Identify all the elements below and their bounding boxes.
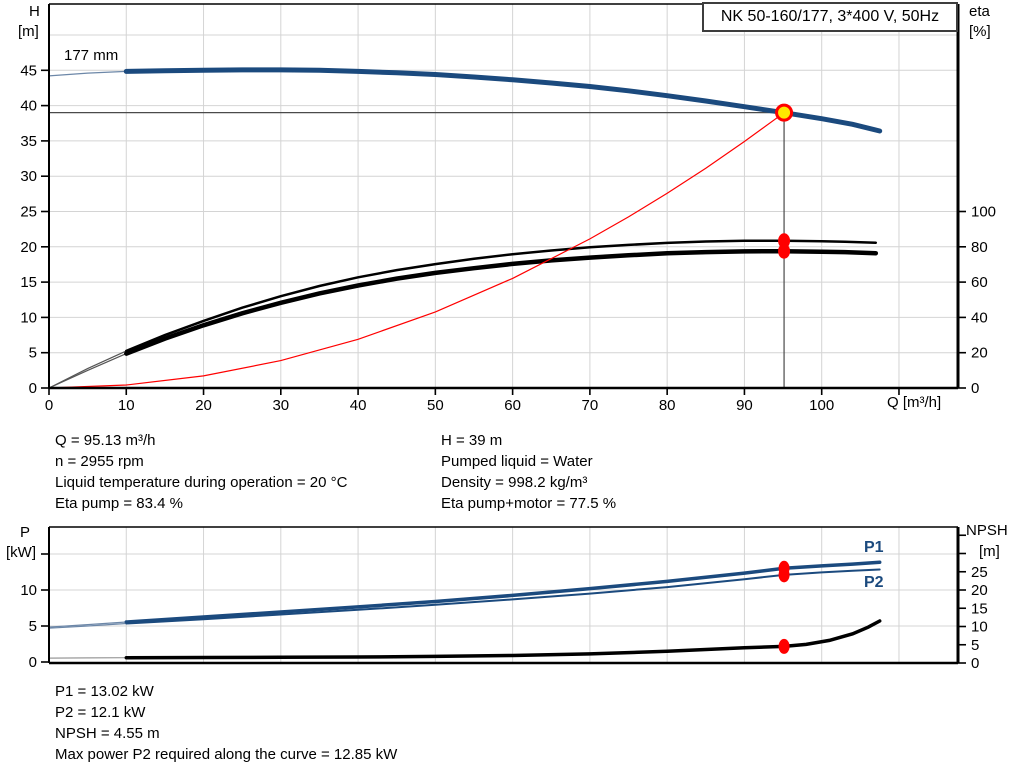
tick-label-left: 10 [20, 582, 37, 599]
pump-curve-177mm-lead [48, 70, 127, 77]
tick-label-x: 50 [427, 397, 444, 414]
operating-data-left: Q = 95.13 m³/h n = 2955 rpm Liquid tempe… [55, 430, 347, 514]
operating-data-right: H = 39 m Pumped liquid = Water Density =… [441, 430, 616, 514]
eta-pump-curve [125, 239, 878, 353]
axis-label-p-unit: [kW] [6, 544, 36, 561]
tick-label-left: 10 [20, 309, 37, 326]
tick-label-right: 10 [971, 619, 988, 636]
tick-label-right: 15 [971, 600, 988, 617]
duty-dot-eta-motor [778, 243, 791, 259]
tick-label-right: 25 [971, 564, 988, 581]
tick-label-x: 70 [582, 397, 599, 414]
tick-label-x: 60 [504, 397, 521, 414]
info-line-n: n = 2955 rpm [55, 453, 144, 470]
info-line-eta-motor: Eta pump+motor = 77.5 % [441, 495, 617, 512]
tick-label-right: 100 [971, 204, 996, 221]
axis-label-h-unit: [m] [18, 23, 39, 40]
gridlines [49, 527, 958, 663]
curve-label-p1: P1 [864, 539, 884, 556]
tick-label-right: 60 [971, 274, 988, 291]
duty-dot-eta-pump [778, 233, 791, 249]
p1-curve-lead [48, 621, 127, 628]
p2-curve-lead [48, 622, 127, 629]
axis-label-q: Q [m³/h] [887, 394, 942, 411]
tick-label-x: 90 [736, 397, 753, 414]
tick-label-x: 0 [45, 397, 53, 414]
tick-label-left: 0 [29, 654, 37, 671]
result-line-maxp: Max power P2 required along the curve = … [55, 746, 398, 763]
impeller-diameter-label: 177 mm [64, 47, 119, 64]
tick-label-left: 25 [20, 204, 37, 221]
npsh-curve [124, 619, 882, 660]
tick-label-right: 20 [971, 582, 988, 599]
tick-label-x: 30 [272, 397, 289, 414]
tick-label-x: 100 [809, 397, 834, 414]
tick-label-x: 10 [118, 397, 135, 414]
axis-label-npsh: NPSH [966, 522, 1008, 539]
result-line-p1: P1 = 13.02 kW [55, 683, 154, 700]
axis-label-h: H [29, 3, 40, 20]
info-line-temp: Liquid temperature during operation = 20… [55, 474, 348, 491]
tick-label-x: 20 [195, 397, 212, 414]
curve-label-p2: P2 [864, 574, 884, 591]
tick-label-left: 40 [20, 98, 37, 115]
eta-pump-motor-curve-lead [48, 353, 127, 389]
result-data-block: P1 = 13.02 kW P2 = 12.1 kW NPSH = 4.55 m… [55, 681, 397, 765]
info-line-eta: Eta pump = 83.4 % [55, 495, 183, 512]
system-curve [48, 112, 785, 389]
axis-label-eta: eta [969, 3, 990, 20]
tick-label-left: 0 [29, 380, 37, 397]
tick-label-right: 20 [971, 345, 988, 362]
top-chart: 0 5 10 15 20 25 30 35 40 45 0 20 40 60 80 100 0 10 20 30 40 5… [20, 3, 996, 414]
tick-label-right: 5 [971, 637, 979, 654]
duty-point-marker [775, 103, 794, 122]
info-line-liquid: Pumped liquid = Water [441, 453, 593, 470]
duty-dot-1 [778, 567, 790, 583]
eta-pump-motor-curve [124, 248, 879, 356]
tick-marks [41, 534, 966, 664]
p2-curve [125, 568, 881, 625]
axis-label-eta-unit: [%] [969, 23, 991, 40]
axes-frame [48, 526, 960, 665]
pump-model-box: NK 50-160/177, 3*400 V, 50Hz [702, 2, 958, 32]
tick-label-left: 20 [20, 239, 37, 256]
tick-label-left: 30 [20, 168, 37, 185]
axis-label-p: P [20, 524, 31, 541]
p1-curve [124, 560, 882, 624]
result-line-npsh: NPSH = 4.55 m [55, 725, 160, 742]
tick-label-right: 0 [971, 380, 979, 397]
tick-label-x: 40 [350, 397, 367, 414]
info-line-q: Q = 95.13 m³/h [55, 432, 156, 449]
axis-label-npsh-unit: [m] [979, 543, 1000, 560]
duty-dot-2 [778, 638, 790, 654]
tick-label-left: 35 [20, 133, 37, 150]
tick-label-left: 5 [29, 618, 37, 635]
result-line-p2: P2 = 12.1 kW [55, 704, 146, 721]
tick-label-left: 45 [20, 62, 37, 79]
tick-label-left: 5 [29, 345, 37, 362]
info-line-h: H = 39 m [441, 432, 503, 449]
tick-marks [41, 69, 966, 395]
tick-labels: 0 5 10 15 20 25 30 35 40 45 0 20 40 60 80 100 0 10 20 30 40 5… [20, 62, 996, 414]
tick-label-right: 0 [971, 655, 979, 672]
tick-label-x: 80 [659, 397, 676, 414]
tick-label-right: 40 [971, 309, 988, 326]
tick-label-left: 15 [20, 274, 37, 291]
info-line-density: Density = 998.2 kg/m³ [441, 474, 588, 491]
tick-label-right: 80 [971, 239, 988, 256]
pump-curve-177mm [123, 67, 883, 134]
